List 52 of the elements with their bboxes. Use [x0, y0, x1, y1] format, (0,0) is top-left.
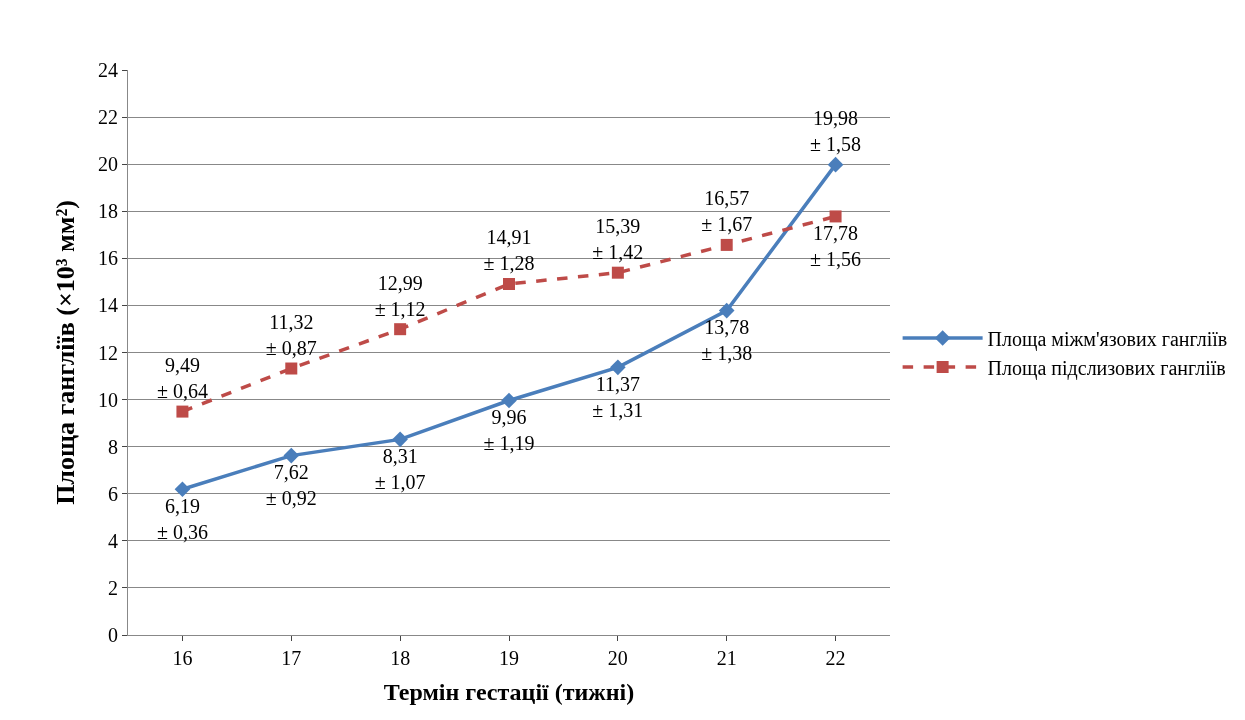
x-tick-label: 16: [172, 647, 193, 669]
point: [610, 359, 626, 376]
data-label: 9,49 ± 0,64: [156, 354, 208, 403]
legend-label: Площа міжм'язових гангліїв: [987, 327, 1228, 351]
legend-label: Площа підслизових гангліїв: [987, 356, 1226, 380]
x-tick-label: 20: [607, 647, 628, 669]
y-tick-label: 10: [98, 388, 118, 411]
y-tick-label: 20: [98, 153, 118, 176]
x-tick-label: 17: [281, 647, 302, 669]
data-label: 8,31 ± 1,07: [374, 444, 426, 493]
point: [720, 238, 733, 251]
point: [176, 405, 189, 418]
point: [174, 481, 191, 498]
x-axis-title: Термін гестації (тижні): [383, 679, 635, 706]
data-label: 11,37 ± 1,31: [592, 372, 644, 421]
y-tick-label: 2: [108, 576, 118, 599]
point: [718, 302, 735, 319]
y-tick-label: 8: [108, 435, 118, 458]
y-tick-label: 0: [108, 624, 118, 646]
y-tick-label: 6: [108, 482, 118, 505]
y-tick-label: 16: [98, 247, 118, 270]
data-label: 15,39 ± 1,42: [592, 215, 644, 264]
data-label: 9,96 ± 1,19: [483, 406, 535, 455]
point: [283, 447, 300, 464]
data-label: 6,19 ± 0,36: [156, 494, 208, 543]
x-tick-label: 18: [390, 647, 411, 669]
point: [392, 431, 408, 448]
y-axis-title: Площа гангліїв (×10³ мм²): [51, 200, 81, 505]
y-tick-label: 18: [98, 200, 118, 223]
point: [285, 362, 298, 375]
x-tick-label: 22: [825, 647, 846, 669]
point: [394, 323, 407, 336]
data-label: 13,78 ± 1,38: [701, 316, 753, 365]
y-tick-label: 12: [98, 341, 118, 364]
y-tick-label: 14: [98, 294, 118, 317]
data-label: 11,32 ± 0,87: [265, 311, 317, 360]
y-tick-label: 22: [98, 106, 118, 129]
data-label: 16,57 ± 1,67: [701, 187, 753, 236]
point: [829, 210, 842, 223]
y-tick-label: 24: [98, 59, 118, 81]
data-label: 19,98 ± 1,58: [810, 107, 862, 156]
data-label: 7,62 ± 0,92: [265, 461, 317, 510]
data-label: 14,91 ± 1,28: [483, 226, 535, 275]
point: [827, 156, 844, 173]
y-tick-label: 4: [108, 529, 118, 552]
point: [501, 392, 517, 409]
data-label: 12,99 ± 1,12: [374, 271, 426, 320]
x-tick-label: 21: [716, 647, 737, 669]
x-tick-label: 19: [499, 647, 519, 669]
point: [611, 266, 624, 279]
point: [503, 277, 515, 290]
data-label: 17,78 ± 1,56: [810, 221, 862, 270]
